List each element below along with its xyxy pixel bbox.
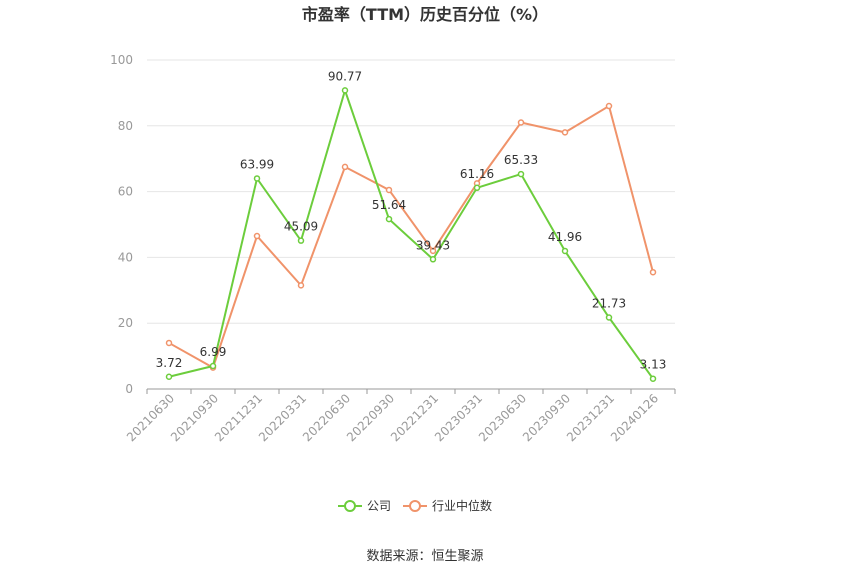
- data-label: 63.99: [240, 157, 274, 171]
- data-point[interactable]: [605, 314, 613, 321]
- data-label: 3.72: [156, 356, 183, 370]
- y-tick-label: 20: [118, 316, 133, 330]
- series-layer: [165, 87, 657, 382]
- data-point[interactable]: [473, 184, 481, 192]
- data-point[interactable]: [165, 339, 173, 347]
- data-point[interactable]: [341, 163, 349, 171]
- x-axis: 2021063020210930202112312022033120220630…: [124, 388, 676, 444]
- legend-marker: [409, 500, 421, 512]
- data-point[interactable]: [517, 170, 525, 178]
- legend-label: 公司: [367, 499, 391, 513]
- data-point[interactable]: [517, 119, 525, 126]
- data-label: 6.99: [200, 345, 227, 359]
- data-point[interactable]: [429, 256, 437, 263]
- data-label: 90.77: [328, 69, 362, 83]
- y-tick-label: 40: [118, 250, 133, 264]
- grid-lines: [147, 59, 675, 324]
- data-point[interactable]: [561, 129, 569, 136]
- data-point[interactable]: [429, 247, 437, 255]
- data-point[interactable]: [253, 232, 261, 240]
- data-point[interactable]: [165, 373, 173, 381]
- chart-title: 市盈率（TTM）历史百分位（%）: [302, 5, 548, 24]
- legend-item-0[interactable]: 公司: [338, 499, 391, 513]
- y-axis: 0 20 40 60 80 100: [110, 53, 133, 396]
- source-note: 数据来源：恒生聚源: [366, 549, 483, 564]
- data-point[interactable]: [341, 87, 349, 94]
- data-label: 45.09: [284, 220, 318, 234]
- data-label: 39.43: [416, 238, 450, 252]
- data-label: 61.16: [460, 167, 494, 181]
- data-point[interactable]: [385, 186, 393, 194]
- data-point[interactable]: [605, 102, 613, 110]
- data-label: 51.64: [372, 198, 406, 212]
- data-label: 41.96: [548, 230, 582, 244]
- y-tick-label: 80: [118, 119, 133, 133]
- data-labels: 3.72 6.99 63.99 45.09 90.77 51.64 39.43 61.16 65…: [156, 69, 667, 371]
- y-tick-label: 60: [118, 185, 133, 199]
- legend-label: 行业中位数: [432, 498, 492, 513]
- data-point[interactable]: [649, 375, 657, 382]
- data-label: 65.33: [504, 153, 538, 167]
- data-point[interactable]: [385, 215, 393, 223]
- data-point[interactable]: [649, 268, 657, 276]
- data-point[interactable]: [253, 175, 261, 182]
- legend-marker: [344, 500, 356, 512]
- data-point[interactable]: [561, 247, 569, 255]
- y-tick-label: 100: [110, 53, 133, 67]
- data-point[interactable]: [297, 282, 305, 289]
- series-line-0: [168, 87, 654, 380]
- series-line-1: [168, 104, 654, 370]
- y-tick-label: 0: [125, 382, 133, 396]
- data-label: 3.13: [640, 358, 667, 372]
- data-label: 21.73: [592, 297, 626, 311]
- x-tick-label: 20240126: [608, 391, 661, 444]
- legend-item-1[interactable]: 行业中位数: [403, 498, 492, 513]
- data-point[interactable]: [297, 237, 305, 244]
- legend[interactable]: 公司 行业中位数: [338, 498, 492, 513]
- data-point[interactable]: [209, 362, 217, 370]
